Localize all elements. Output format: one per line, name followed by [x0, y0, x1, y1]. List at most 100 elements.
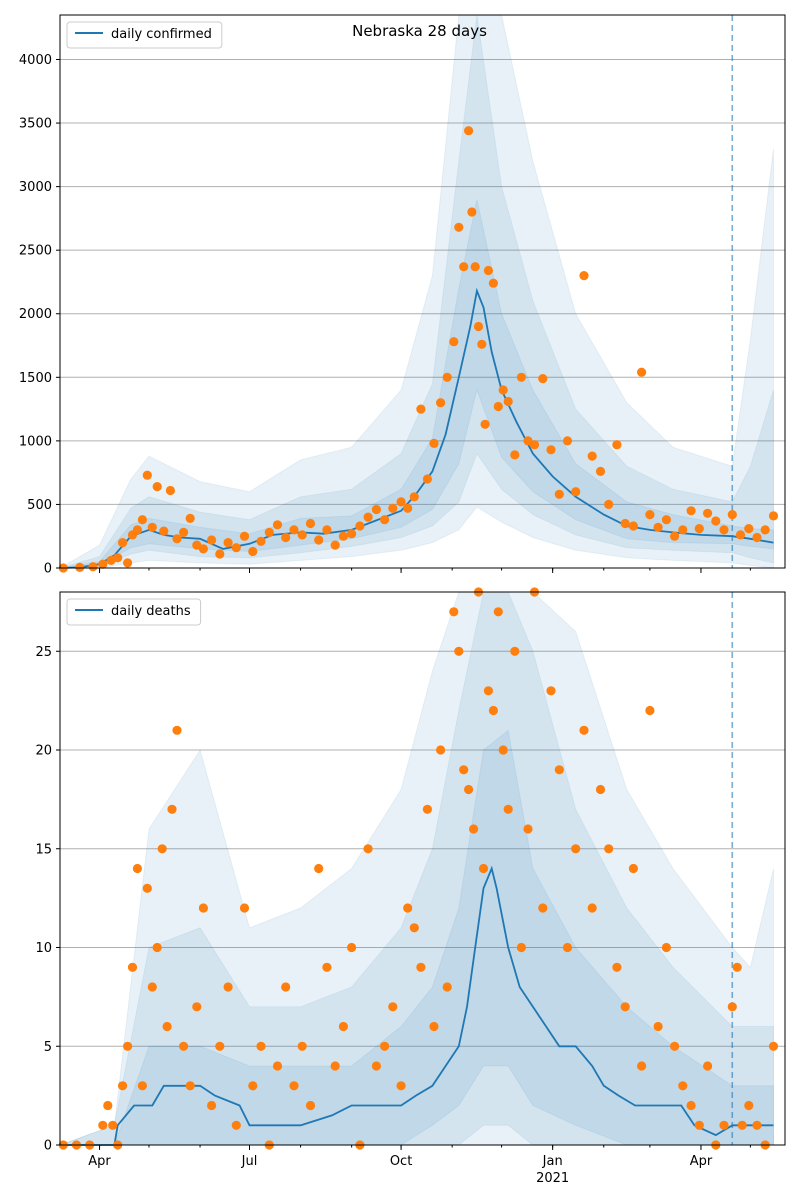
data-point: [538, 374, 548, 384]
data-point: [464, 126, 474, 136]
data-point: [768, 511, 779, 521]
data-point: [546, 445, 556, 455]
y-tick-label: 2500: [19, 244, 52, 259]
data-point: [330, 1061, 340, 1071]
data-point: [752, 1120, 762, 1130]
data-point: [554, 489, 564, 499]
data-point: [179, 527, 189, 538]
data-point: [498, 385, 508, 395]
data-point: [498, 745, 508, 755]
data-point: [371, 504, 381, 515]
data-point: [529, 440, 540, 450]
data-point: [322, 525, 332, 535]
data-point: [363, 844, 373, 854]
confirmed-legend-box: [66, 21, 223, 49]
data-point: [142, 470, 152, 480]
data-point: [264, 527, 274, 538]
data-point: [686, 506, 696, 516]
confirmed-legend: daily confirmed: [66, 21, 223, 49]
data-point: [503, 396, 513, 407]
data-point: [744, 524, 754, 534]
data-point: [464, 784, 474, 795]
data-point: [396, 1081, 406, 1091]
data-point: [429, 1021, 439, 1032]
data-point: [380, 1041, 390, 1051]
data-point: [595, 784, 606, 795]
data-point: [661, 515, 672, 525]
data-point: [604, 499, 614, 509]
data-point: [152, 482, 162, 492]
data-point: [620, 1002, 630, 1012]
data-point: [289, 525, 299, 535]
y-tick-label: 25: [35, 645, 52, 660]
data-point: [127, 962, 138, 972]
data-point: [207, 535, 217, 545]
data-point: [579, 271, 589, 281]
data-point: [510, 646, 520, 656]
data-point: [231, 1120, 241, 1130]
data-point: [436, 398, 446, 408]
data-point: [645, 509, 655, 520]
confirmed-panel: 0 500 1000 1500 2000 2500 3000 3500 4000 Nebrask…: [19, 14, 786, 577]
data-point: [645, 705, 655, 716]
data-point: [314, 863, 324, 874]
data-point: [98, 1120, 108, 1130]
data-point: [215, 549, 225, 559]
data-point: [239, 903, 250, 913]
deaths-y-ticks: 0 5 10 15 20 25: [35, 645, 60, 1154]
deaths-legend: daily deaths: [66, 598, 202, 626]
data-point: [503, 804, 513, 814]
deaths-legend-label: daily deaths: [111, 604, 191, 619]
data-point: [670, 1041, 680, 1051]
data-point: [493, 401, 503, 412]
y-tick-label: 15: [35, 842, 52, 857]
y-tick-label: 1000: [19, 434, 52, 449]
chart-title: Nebraska 28 days: [352, 22, 487, 40]
data-point: [123, 1041, 133, 1051]
data-point: [483, 265, 493, 276]
deaths-line: [60, 865, 774, 1146]
data-point: [604, 844, 614, 854]
data-point: [403, 903, 413, 913]
x-tick-label: Apr: [88, 1154, 111, 1169]
data-point: [562, 436, 573, 446]
data-point: [159, 526, 169, 536]
uncertainty-band: [58, 14, 774, 569]
data-point: [380, 515, 390, 525]
data-point: [113, 553, 123, 563]
y-tick-label: 20: [35, 744, 52, 759]
data-point: [137, 515, 147, 525]
data-point: [172, 725, 182, 735]
data-point: [305, 518, 316, 529]
data-point: [305, 1100, 316, 1111]
data-point: [185, 1081, 195, 1091]
data-point: [612, 440, 622, 450]
data-point: [231, 543, 241, 553]
data-point: [488, 278, 498, 288]
y-tick-label: 0: [44, 1139, 52, 1154]
data-point: [727, 509, 737, 520]
data-point: [562, 942, 573, 953]
data-point: [416, 962, 426, 972]
data-point: [480, 419, 490, 429]
data-point: [653, 522, 663, 532]
data-point: [628, 863, 639, 874]
data-point: [198, 544, 208, 554]
y-tick-label: 2000: [19, 307, 52, 322]
data-point: [571, 844, 581, 854]
data-point: [469, 824, 479, 834]
data-point: [272, 520, 283, 530]
y-tick-label: 3500: [19, 117, 52, 132]
data-point: [185, 513, 195, 524]
data-point: [416, 404, 426, 414]
y-tick-label: 1500: [19, 371, 52, 386]
data-point: [459, 262, 469, 272]
data-point: [422, 474, 432, 484]
data-point: [744, 1100, 754, 1111]
series-line: [60, 865, 774, 1146]
data-point: [207, 1100, 217, 1111]
data-point: [118, 1081, 128, 1091]
data-point: [388, 1002, 398, 1012]
x-tick-label: Jan: [542, 1154, 563, 1169]
data-point: [118, 538, 128, 548]
